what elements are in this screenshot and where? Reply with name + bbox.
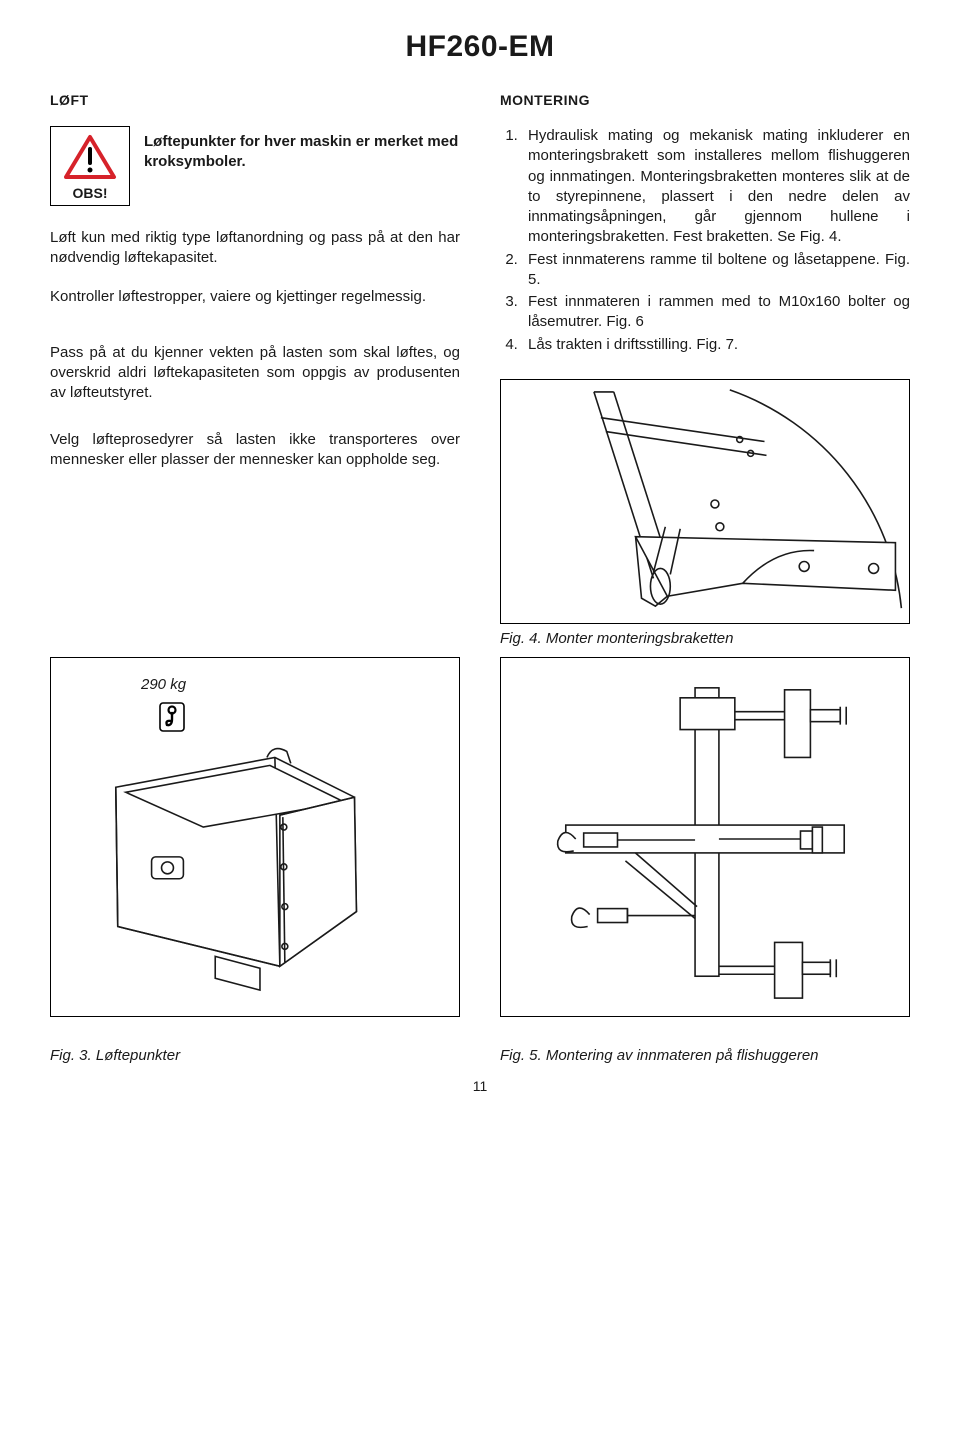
paragraph-3: Pass på at du kjenner vekten på lasten s… [50,343,460,404]
paragraph-4: Velg løfteprosedyrer så lasten ikke tran… [50,430,460,471]
paragraph-2: Kontroller løftestropper, vaiere og kjet… [50,287,460,307]
figure-5-column: Fig. 5. Montering av innmateren på flish… [500,657,910,1064]
figure-5-box [500,657,910,1017]
obs-warning-box: OBS! [50,126,130,206]
list-item: Lås trakten i driftsstilling. Fig. 7. [522,335,910,355]
mounting-diagram-icon [501,658,909,1016]
bracket-diagram-icon [501,380,909,623]
figure-5-caption: Fig. 5. Montering av innmateren på flish… [500,1047,910,1064]
paragraph-1: Løft kun med riktig type løftanordning o… [50,228,460,269]
obs-text: Løftepunkter for hver maskin er merket m… [144,126,460,173]
page-number: 11 [50,1078,910,1094]
obs-label: OBS! [55,185,125,201]
figure-3-column: 290 kg [50,657,460,1064]
hook-icon [159,702,185,737]
weight-label: 290 kg [141,676,186,693]
two-column-layout: LØFT OBS! Løftepunkter for hver maskin e… [50,92,910,647]
lower-figure-row: 290 kg [50,657,910,1064]
montering-list: Hydraulisk mating og mekanisk mating ink… [500,126,910,355]
list-item: Fest innmaterens ramme til boltene og lå… [522,250,910,291]
right-column: MONTERING Hydraulisk mating og mekanisk … [500,92,910,647]
warning-triangle-icon [62,133,118,181]
left-column: LØFT OBS! Løftepunkter for hver maskin e… [50,92,460,647]
figure-4-box [500,379,910,624]
figure-3-caption: Fig. 3. Løftepunkter [50,1047,460,1064]
lifting-point-diagram-icon [51,658,459,1016]
list-item: Fest innmateren i rammen med to M10x160 … [522,292,910,333]
figure-4-area: Fig. 4. Monter monteringsbraketten [500,379,910,647]
obs-row: OBS! Løftepunkter for hver maskin er mer… [50,126,460,206]
heading-montering: MONTERING [500,92,910,108]
figure-4-caption: Fig. 4. Monter monteringsbraketten [500,630,910,647]
page-title: HF260-EM [50,30,910,64]
list-item: Hydraulisk mating og mekanisk mating ink… [522,126,910,248]
figure-3-box: 290 kg [50,657,460,1017]
heading-loft: LØFT [50,92,460,108]
